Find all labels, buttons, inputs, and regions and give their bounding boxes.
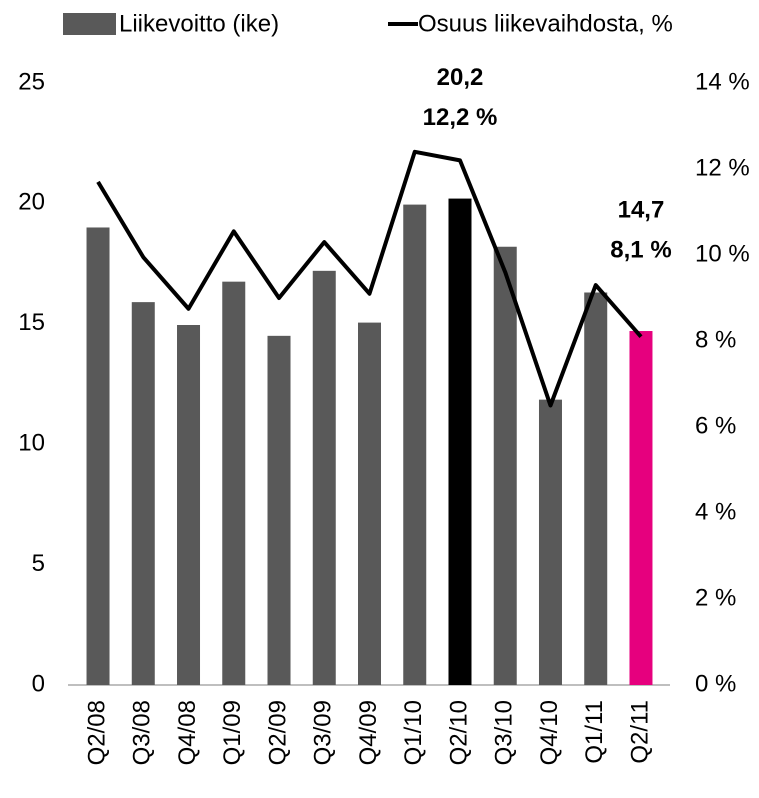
x-tick-label: Q2/11 <box>626 700 653 764</box>
bar <box>86 227 110 686</box>
x-tick-label: Q2/08 <box>83 700 110 765</box>
y-tick-label: 15 <box>18 309 45 336</box>
y2-tick-label: 2 % <box>695 584 736 611</box>
x-tick-label: Q3/09 <box>310 700 337 765</box>
x-tick-label: Q3/08 <box>129 700 156 765</box>
bar <box>403 204 427 685</box>
bar <box>493 246 517 685</box>
bar <box>584 292 608 685</box>
bar <box>312 270 336 685</box>
bar <box>358 322 381 685</box>
line <box>96 149 643 408</box>
y2-tick-label: 4 % <box>695 498 736 525</box>
y-tick-label: 5 <box>32 550 45 577</box>
y2-tick-label: 10 % <box>695 240 750 267</box>
data-label: 8,1 % <box>610 236 671 263</box>
legend-label: Osuus liikevaihdosta, % <box>418 10 673 37</box>
bar <box>222 281 246 685</box>
x-tick-label: Q2/09 <box>264 700 291 765</box>
data-label: 12,2 % <box>423 104 498 131</box>
bar <box>538 399 562 685</box>
x-tick-label: Q3/10 <box>491 700 518 765</box>
x-tick-label: Q1/10 <box>400 700 427 765</box>
bar <box>267 335 291 685</box>
y-tick-label: 25 <box>18 68 45 95</box>
y2-tick-label: 0 % <box>695 670 736 697</box>
bar <box>448 198 472 686</box>
y-tick-label: 20 <box>18 189 45 216</box>
x-tick-label: Q1/11 <box>581 700 608 764</box>
y-tick-label: 10 <box>18 430 45 457</box>
y-tick-label: 0 <box>32 670 45 697</box>
y2-tick-label: 8 % <box>695 326 736 353</box>
bar <box>177 325 201 685</box>
legend-swatch <box>63 13 116 35</box>
x-tick-label: Q1/09 <box>219 700 246 765</box>
legend-label: Liikevoitto (ike) <box>119 10 279 37</box>
bar <box>629 331 653 685</box>
x-tick-label: Q4/09 <box>355 700 382 765</box>
data-label: 14,7 <box>618 196 665 223</box>
bar <box>131 302 155 685</box>
y2-tick-label: 14 % <box>695 68 750 95</box>
data-label: 20,2 <box>437 64 484 91</box>
x-tick-label: Q4/10 <box>536 700 563 765</box>
x-tick-label: Q2/10 <box>445 700 472 765</box>
x-tick-label: Q4/08 <box>174 700 201 765</box>
y2-tick-label: 6 % <box>695 412 736 439</box>
y2-tick-label: 12 % <box>695 154 750 181</box>
